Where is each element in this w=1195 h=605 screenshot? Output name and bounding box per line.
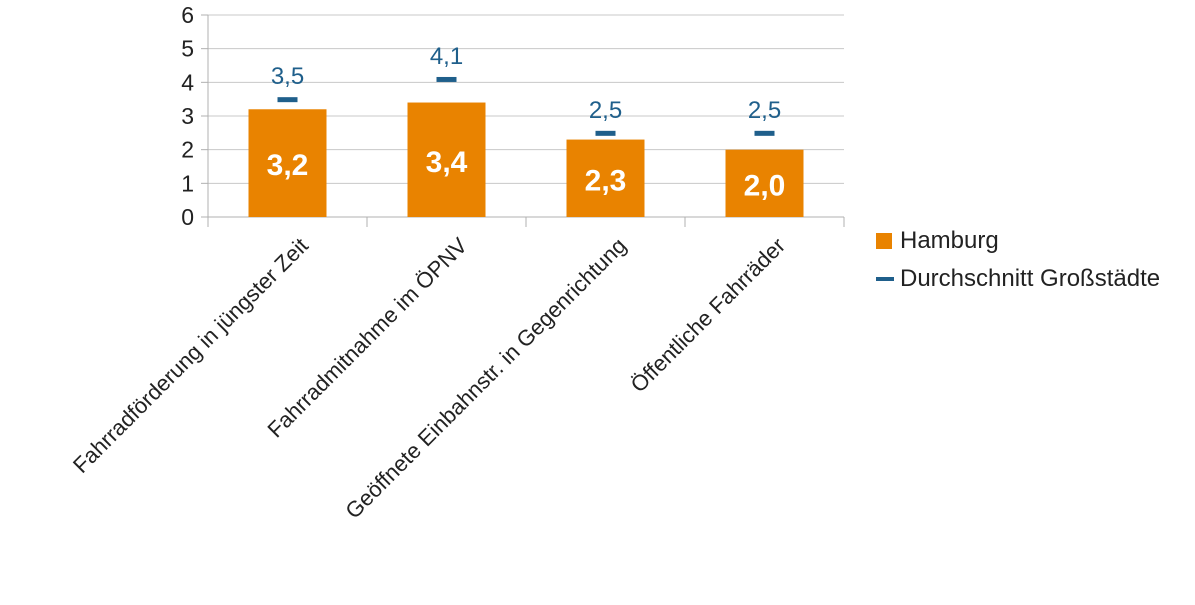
y-tick-label: 5 <box>181 36 194 62</box>
y-tick-label: 3 <box>181 103 194 129</box>
average-data-label: 2,5 <box>748 97 781 124</box>
bar-data-label: 2,0 <box>744 169 786 202</box>
legend-swatch-line-icon <box>876 277 894 281</box>
x-tick-label: Geöffnete Einbahnstr. in Gegenrichtung <box>340 233 631 524</box>
y-tick-label: 0 <box>181 204 194 230</box>
average-data-label: 3,5 <box>271 63 304 90</box>
average-data-label: 4,1 <box>430 43 463 70</box>
bar <box>566 139 645 217</box>
legend-label-average: Durchschnitt Großstädte <box>900 265 1161 292</box>
x-tick-label: Fahrradförderung in jüngster Zeit <box>68 233 313 478</box>
y-tick-label: 4 <box>181 69 194 95</box>
bar-data-label: 3,4 <box>426 146 468 179</box>
average-marker <box>436 76 457 82</box>
y-tick-label: 1 <box>181 170 194 196</box>
bar <box>725 149 804 217</box>
y-tick-label: 6 <box>181 2 194 28</box>
average-marker <box>595 130 616 136</box>
x-tick-label: Öffentliche Fahrräder <box>626 233 790 397</box>
average-data-label: 2,5 <box>589 97 622 124</box>
bar-data-label: 3,2 <box>267 149 309 182</box>
legend-swatch-bar-icon <box>876 233 892 249</box>
legend: Hamburg Durchschnitt Großstädte <box>876 222 1160 298</box>
legend-label-hamburg: Hamburg <box>900 227 999 254</box>
average-marker <box>277 97 298 103</box>
average-marker <box>754 130 775 136</box>
bar-data-label: 2,3 <box>585 164 627 197</box>
bar <box>407 102 486 217</box>
y-tick-label: 2 <box>181 137 194 163</box>
bar <box>248 109 327 217</box>
legend-item-hamburg: Hamburg <box>876 222 1160 260</box>
legend-item-average: Durchschnitt Großstädte <box>876 260 1160 298</box>
